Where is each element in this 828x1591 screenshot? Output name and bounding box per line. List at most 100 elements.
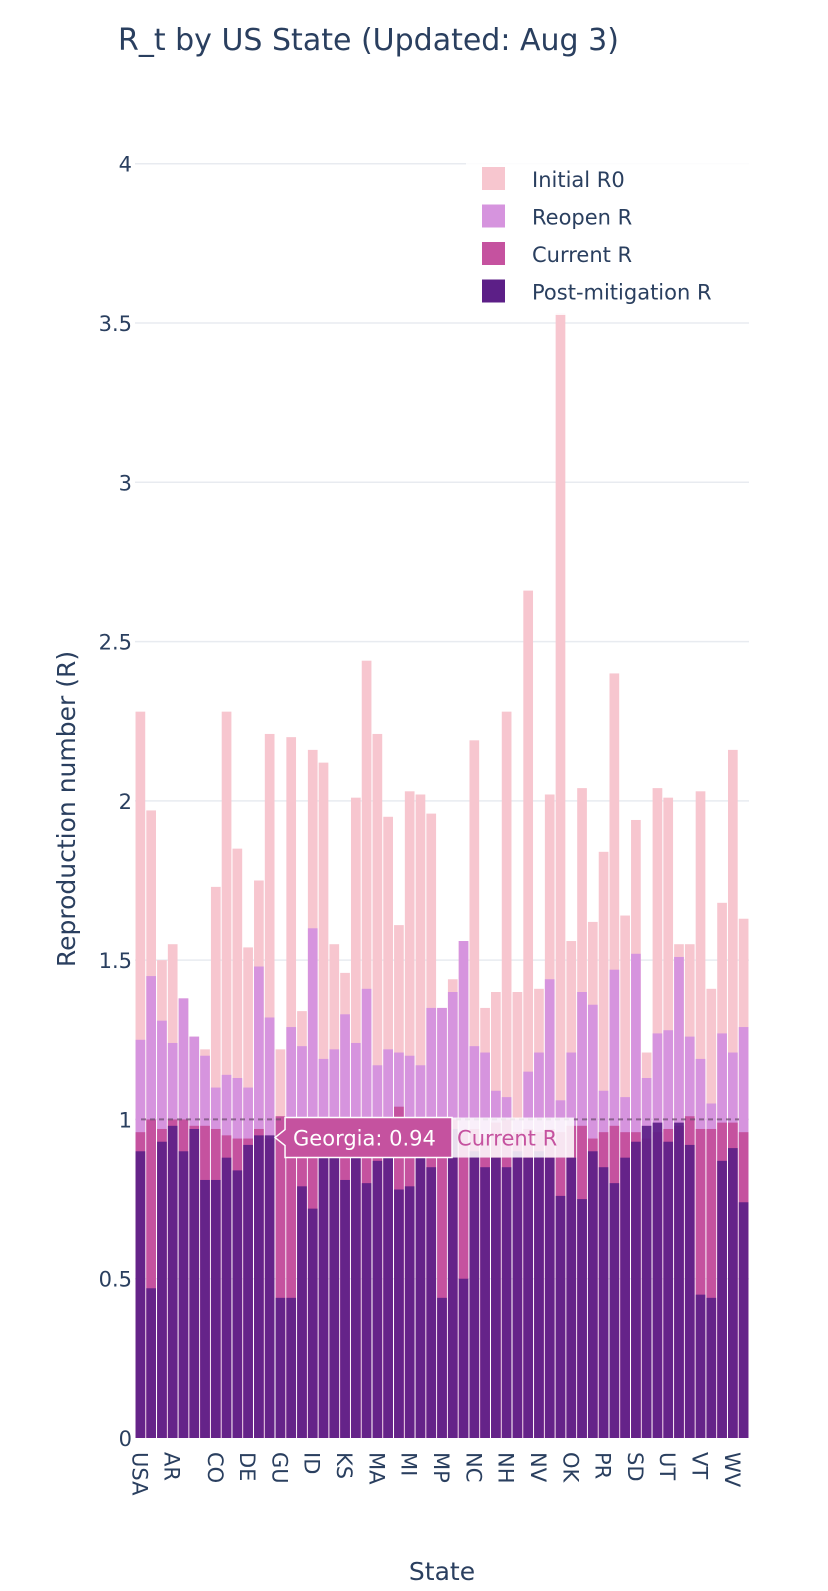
bar[interactable] bbox=[167, 1125, 178, 1438]
bar[interactable] bbox=[157, 1141, 167, 1438]
bar[interactable] bbox=[587, 1151, 598, 1438]
bar[interactable] bbox=[706, 1128, 717, 1438]
bar[interactable] bbox=[243, 1144, 253, 1438]
bar[interactable] bbox=[372, 1160, 383, 1438]
y-tick-label: 3.5 bbox=[99, 312, 132, 336]
bar[interactable] bbox=[178, 1151, 189, 1438]
y-axis: 0 0.5 1 1.5 2 2.5 3 3.5 4 bbox=[99, 153, 132, 1451]
bar[interactable] bbox=[555, 1195, 566, 1438]
bar[interactable] bbox=[275, 1297, 286, 1438]
x-tick-label: SD bbox=[623, 1452, 647, 1482]
bar[interactable] bbox=[663, 1141, 674, 1438]
bar[interactable] bbox=[577, 1199, 587, 1438]
bar[interactable] bbox=[447, 1128, 458, 1438]
bar[interactable] bbox=[620, 1157, 630, 1438]
bar[interactable] bbox=[264, 1135, 275, 1438]
bar[interactable] bbox=[318, 1151, 329, 1438]
bar[interactable] bbox=[695, 1128, 706, 1438]
bar[interactable] bbox=[135, 1151, 146, 1438]
y-tick-label: 0 bbox=[119, 1427, 132, 1451]
x-tick-label: WV bbox=[720, 1452, 744, 1488]
bar[interactable] bbox=[350, 1151, 361, 1438]
bar[interactable] bbox=[652, 1122, 663, 1438]
bar[interactable] bbox=[512, 1151, 523, 1438]
bar[interactable] bbox=[501, 1167, 512, 1438]
bar[interactable] bbox=[297, 1186, 307, 1438]
y-tick-label: 1.5 bbox=[99, 949, 132, 973]
bar[interactable] bbox=[221, 1157, 232, 1438]
legend-item[interactable]: Reopen R bbox=[482, 204, 632, 230]
x-tick-label: GU bbox=[267, 1452, 291, 1484]
hover-tooltip: Georgia: 0.94 Current R bbox=[273, 1116, 575, 1159]
bars bbox=[135, 313, 749, 1438]
bar[interactable] bbox=[717, 1160, 727, 1438]
bar[interactable] bbox=[598, 1167, 609, 1438]
x-tick-label: KS bbox=[332, 1452, 356, 1479]
legend[interactable]: Initial R0 Reopen R Current R Post-mitigati… bbox=[466, 155, 749, 315]
bar[interactable] bbox=[534, 1151, 544, 1438]
bar[interactable] bbox=[609, 1183, 620, 1438]
bar[interactable] bbox=[286, 1119, 297, 1438]
bar[interactable] bbox=[200, 1179, 210, 1438]
bar[interactable] bbox=[329, 1157, 340, 1438]
bar[interactable] bbox=[523, 1157, 534, 1438]
bar[interactable] bbox=[307, 1208, 318, 1438]
bar[interactable] bbox=[437, 1132, 447, 1438]
bar[interactable] bbox=[383, 1151, 393, 1438]
x-tick-label: CO bbox=[203, 1452, 227, 1483]
bar[interactable] bbox=[146, 1119, 157, 1438]
legend-label: Initial R0 bbox=[532, 168, 625, 192]
bar[interactable] bbox=[555, 313, 566, 1438]
bar[interactable] bbox=[275, 1116, 286, 1438]
bar[interactable] bbox=[437, 1297, 447, 1438]
bar[interactable] bbox=[458, 1278, 469, 1438]
bar[interactable] bbox=[394, 1189, 404, 1438]
x-tick-label: AR bbox=[160, 1452, 184, 1481]
bar[interactable] bbox=[706, 1297, 717, 1438]
x-tick-label: NH bbox=[494, 1452, 518, 1484]
legend-swatch bbox=[482, 204, 505, 228]
bar[interactable] bbox=[415, 1157, 426, 1438]
bar[interactable] bbox=[189, 1128, 200, 1438]
x-tick-label: PR bbox=[591, 1452, 615, 1479]
legend-item[interactable]: Post-mitigation R bbox=[482, 279, 712, 305]
x-tick-label: NC bbox=[461, 1452, 485, 1482]
legend-label: Reopen R bbox=[532, 206, 632, 230]
bar[interactable] bbox=[361, 1183, 372, 1438]
legend-background bbox=[466, 155, 749, 315]
bar[interactable] bbox=[566, 1157, 577, 1438]
bar[interactable] bbox=[254, 1135, 264, 1438]
bar[interactable] bbox=[501, 711, 512, 1438]
bar[interactable] bbox=[286, 1297, 297, 1438]
x-tick-label: NV bbox=[526, 1452, 550, 1483]
bar[interactable] bbox=[469, 1151, 480, 1438]
x-tick-label: ID bbox=[300, 1452, 324, 1474]
bar[interactable] bbox=[210, 1179, 221, 1438]
bar[interactable] bbox=[674, 1122, 684, 1438]
y-tick-label: 3 bbox=[119, 471, 132, 495]
bar[interactable] bbox=[523, 590, 534, 1438]
bar[interactable] bbox=[340, 1179, 350, 1438]
bar[interactable] bbox=[426, 1167, 437, 1438]
bar[interactable] bbox=[727, 1148, 738, 1438]
bar[interactable] bbox=[684, 1144, 695, 1438]
x-axis-title: State bbox=[409, 1557, 475, 1586]
bar[interactable] bbox=[695, 1294, 706, 1438]
bar[interactable] bbox=[631, 1141, 641, 1438]
bar[interactable] bbox=[232, 1170, 243, 1438]
bar[interactable] bbox=[480, 1167, 490, 1438]
bar[interactable] bbox=[404, 1186, 415, 1438]
legend-swatch bbox=[482, 242, 505, 265]
legend-swatch bbox=[482, 167, 505, 190]
y-tick-label: 4 bbox=[119, 153, 132, 177]
bar[interactable] bbox=[544, 1157, 555, 1438]
x-tick-label: DE bbox=[235, 1452, 259, 1481]
tooltip-box bbox=[273, 1116, 453, 1159]
y-tick-label: 1 bbox=[119, 1108, 132, 1132]
bar[interactable] bbox=[641, 1125, 652, 1438]
legend-item[interactable]: Current R bbox=[482, 242, 632, 267]
bar[interactable] bbox=[491, 1157, 501, 1438]
bar[interactable] bbox=[738, 1202, 749, 1438]
bar[interactable] bbox=[146, 1288, 157, 1438]
legend-item[interactable]: Initial R0 bbox=[482, 167, 625, 192]
